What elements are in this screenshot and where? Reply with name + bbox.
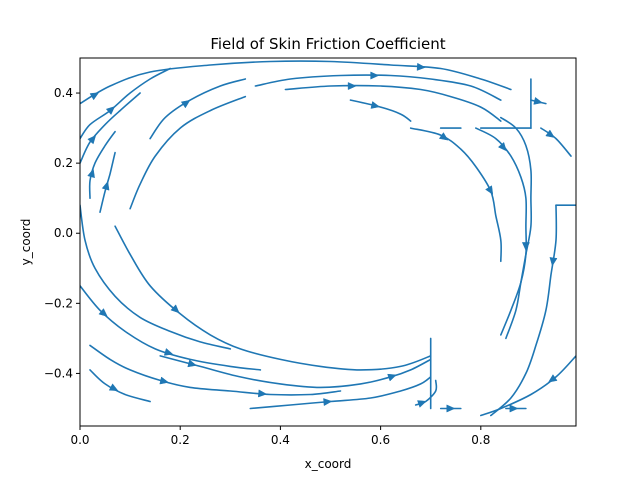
- streamline-arrow: [370, 101, 381, 109]
- streamline-arrow: [485, 185, 494, 195]
- streamline-arrow: [89, 92, 100, 101]
- streamline-left-arc-2: [88, 130, 116, 199]
- streamline-arrow: [159, 376, 169, 385]
- streamline-bottom-1: [80, 285, 262, 371]
- streamline-arrow: [545, 129, 555, 138]
- y-tick-label: −0.4: [44, 366, 73, 380]
- x-tick-label: 0.6: [371, 433, 390, 447]
- streamline-inner-mid: [409, 127, 502, 263]
- chart-title: Field of Skin Friction Coefficient: [210, 35, 445, 53]
- x-tick-label: 0.4: [271, 433, 290, 447]
- streamline-bottom-4: [159, 355, 432, 389]
- plot-area: [79, 57, 577, 427]
- streamline-arrow: [370, 71, 380, 80]
- streamline-arrow: [547, 374, 558, 383]
- y-tick-label: −0.2: [44, 296, 73, 310]
- streamline-right-7: [480, 355, 576, 417]
- streamline-arrow: [323, 398, 333, 407]
- streamline-arrow: [101, 180, 110, 191]
- streamline-arrow: [417, 400, 427, 408]
- streamline-top-2: [80, 67, 171, 140]
- y-tick-label: 0.4: [54, 86, 73, 100]
- streamline-arrow: [438, 132, 449, 141]
- streamline-arrow: [549, 257, 558, 267]
- streamline-arrow: [87, 168, 95, 179]
- streamline-right-1: [475, 127, 528, 336]
- streamline-arrow: [257, 389, 268, 398]
- streamline-arrow: [497, 141, 507, 152]
- streamline-arrow: [170, 304, 180, 314]
- streamline-bottom-5: [89, 344, 342, 396]
- streamline-top-7: [349, 99, 412, 122]
- streamline-top-5: [149, 78, 247, 140]
- streamline-arrow: [446, 404, 456, 413]
- streamline-arrow: [180, 99, 191, 109]
- y-tick-label: 0.2: [54, 156, 73, 170]
- x-axis-label: x_coord: [305, 457, 352, 471]
- streamline-arrow: [108, 383, 119, 392]
- streamline-right-2: [500, 116, 533, 340]
- streamline-outer-top: [80, 60, 512, 105]
- x-tick-label: 0.8: [471, 433, 490, 447]
- streamline-top-4: [284, 84, 502, 122]
- streamlines-group: [80, 60, 576, 417]
- x-tick-label: 0.0: [70, 433, 89, 447]
- streamline-arrow: [98, 308, 108, 317]
- streamline-arrow: [509, 404, 519, 413]
- x-tick-label: 0.2: [171, 433, 190, 447]
- streamline-right-5: [490, 204, 558, 417]
- streamline-arrow: [416, 62, 426, 71]
- streamline-arrow: [533, 96, 543, 105]
- streamline-top-6: [129, 95, 247, 210]
- streamline-arrow: [163, 348, 174, 356]
- streamline-arrow: [521, 242, 530, 252]
- y-tick-label: 0.0: [54, 226, 73, 240]
- streamline-right-3: [540, 127, 572, 157]
- arrowheads-group: [87, 62, 558, 413]
- streamline-arrow: [87, 134, 97, 145]
- y-axis-label: y_coord: [19, 219, 33, 266]
- streamline-arrow: [105, 106, 116, 115]
- axes-frame: [79, 57, 577, 427]
- streamline-left-arc-1: [80, 92, 141, 164]
- streamline-bottom-2: [80, 204, 232, 350]
- streamline-bottom-7: [249, 376, 432, 410]
- x-axis: 0.0 0.2 0.4 0.6 0.8: [70, 426, 490, 447]
- streamline-top-3: [254, 74, 502, 101]
- streamline-arrow: [187, 359, 197, 368]
- streamline-arrow: [387, 373, 397, 382]
- streamline-arrow: [347, 82, 357, 91]
- streamline-bottom-3: [114, 225, 432, 371]
- y-axis: −0.4 −0.2 0.0 0.2 0.4: [44, 86, 80, 380]
